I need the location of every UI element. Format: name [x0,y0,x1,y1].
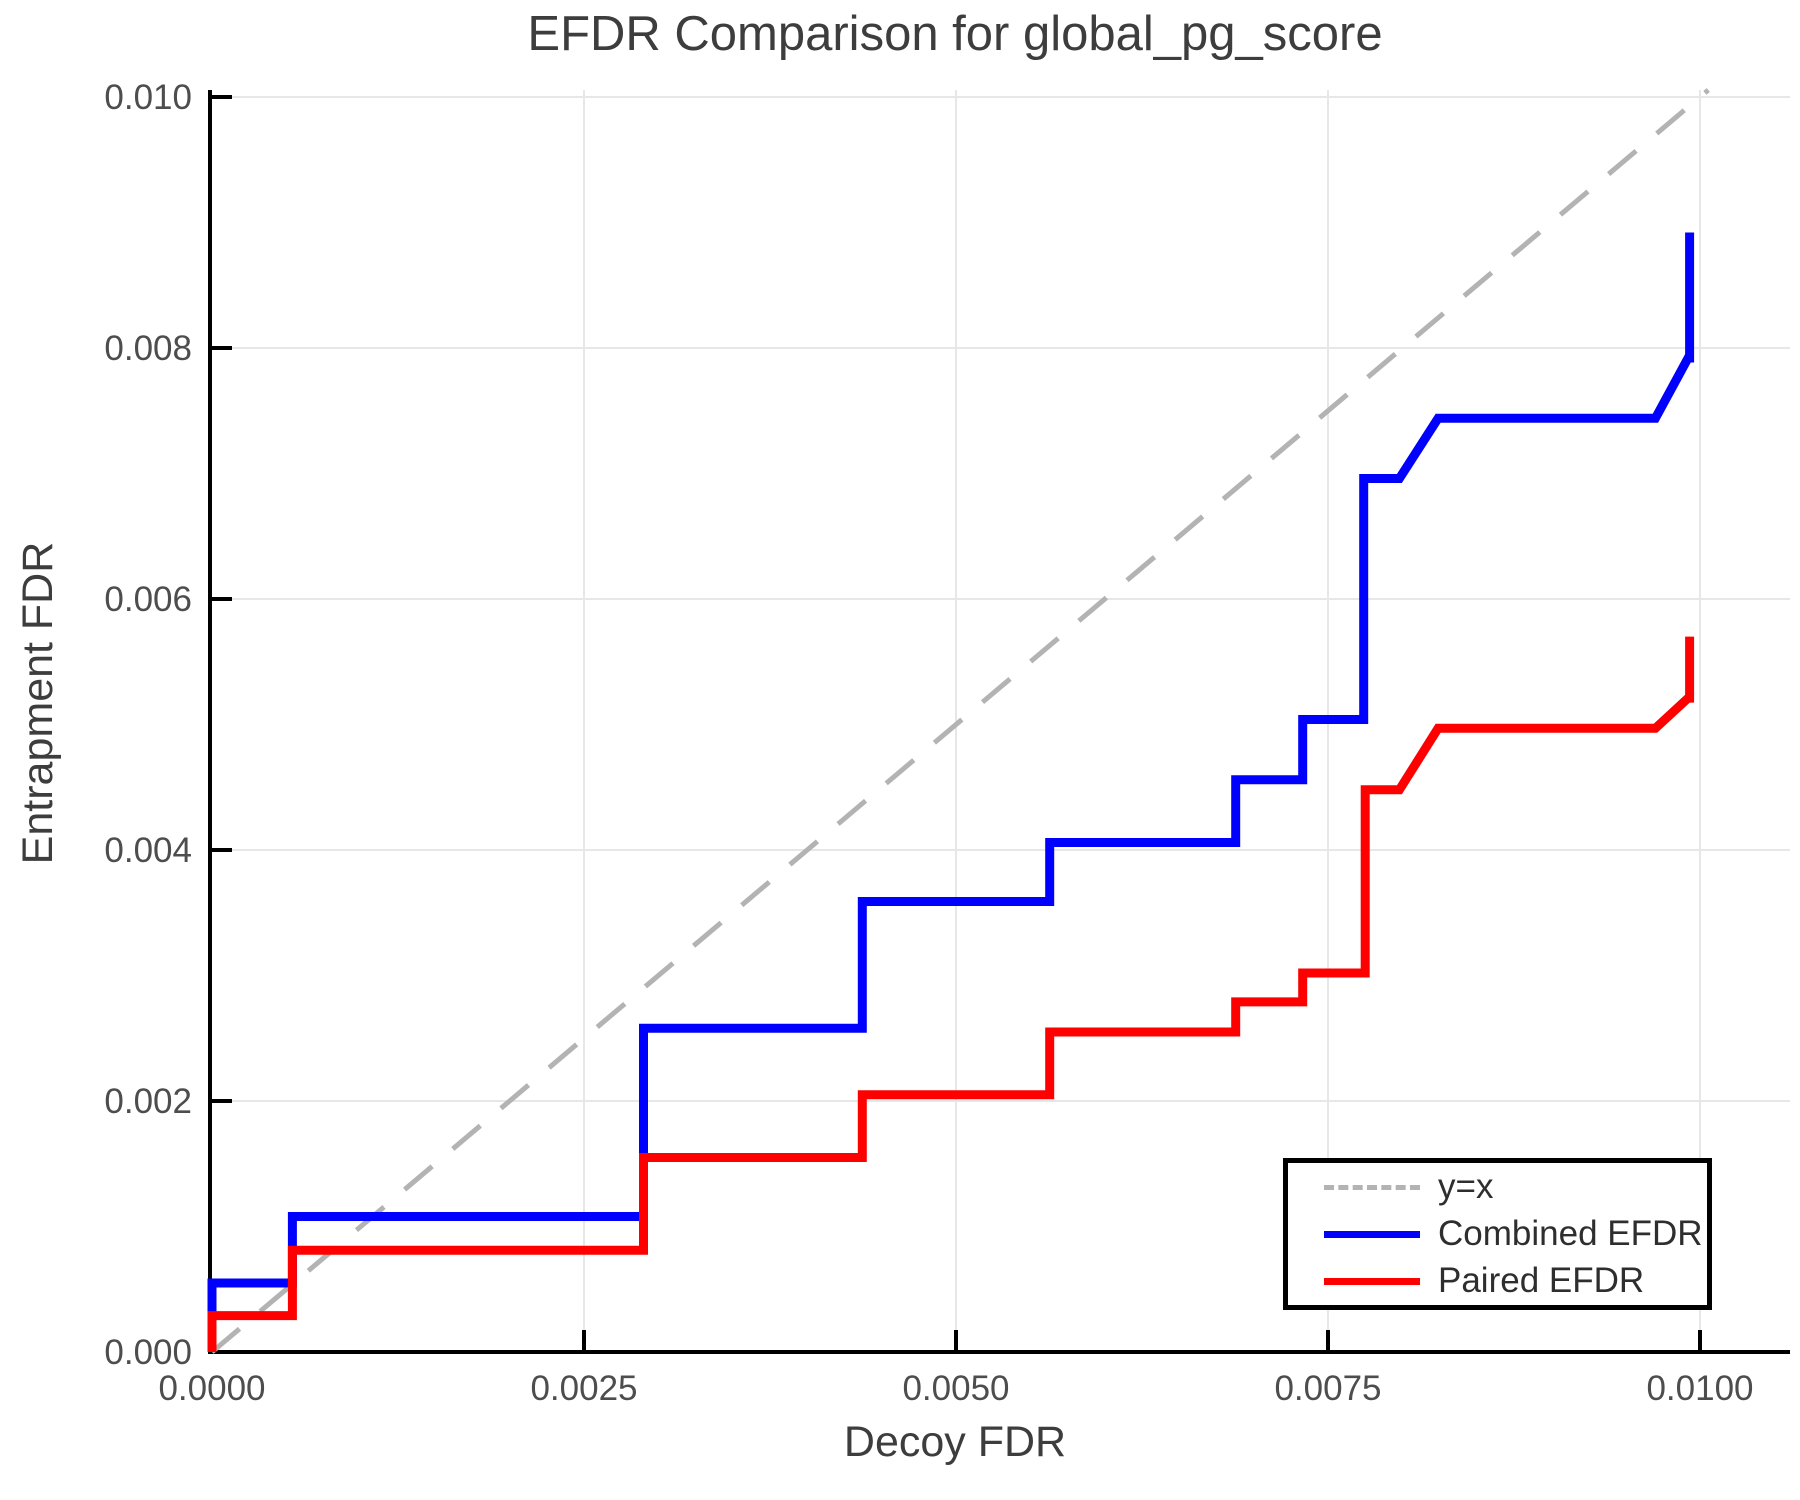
legend-label-combined: Combined EFDR [1438,1214,1703,1253]
paired-efdr-line [207,636,1695,1352]
red-line-swatch-icon [1324,1277,1420,1285]
x-tick-label: 0.0000 [158,1369,265,1408]
y-tick-label: 0.002 [104,1082,192,1121]
blue-line-swatch-icon [1324,1230,1420,1238]
y-tick-label: 0.010 [104,78,192,117]
legend-label-paired: Paired EFDR [1438,1261,1645,1300]
legend-label-yx: y=x [1438,1167,1494,1206]
chart-title: EFDR Comparison for global_pg_score [527,7,1383,61]
y-tick-label: 0.000 [104,1333,192,1372]
x-tick-label: 0.0025 [530,1369,637,1408]
legend: y=x Combined EFDR Paired EFDR [1283,1158,1712,1310]
x-tick-label: 0.0075 [1274,1369,1381,1408]
x-tick-label: 0.0050 [902,1369,1009,1408]
y-tick-label: 0.006 [104,580,192,619]
dashed-line-swatch-icon [1324,1184,1420,1190]
y-tick-label: 0.004 [104,831,192,870]
legend-item-yx: y=x [1324,1167,1707,1206]
y-tick-label: 0.008 [104,329,192,368]
combined-efdr-line [207,232,1695,1352]
identity-line [210,88,1710,1354]
y-axis-label: Entrapment FDR [14,541,62,865]
x-tick-label: 0.0100 [1646,1369,1753,1408]
legend-item-paired: Paired EFDR [1324,1261,1707,1300]
legend-item-combined: Combined EFDR [1324,1214,1707,1253]
x-axis-label: Decoy FDR [843,1418,1067,1466]
